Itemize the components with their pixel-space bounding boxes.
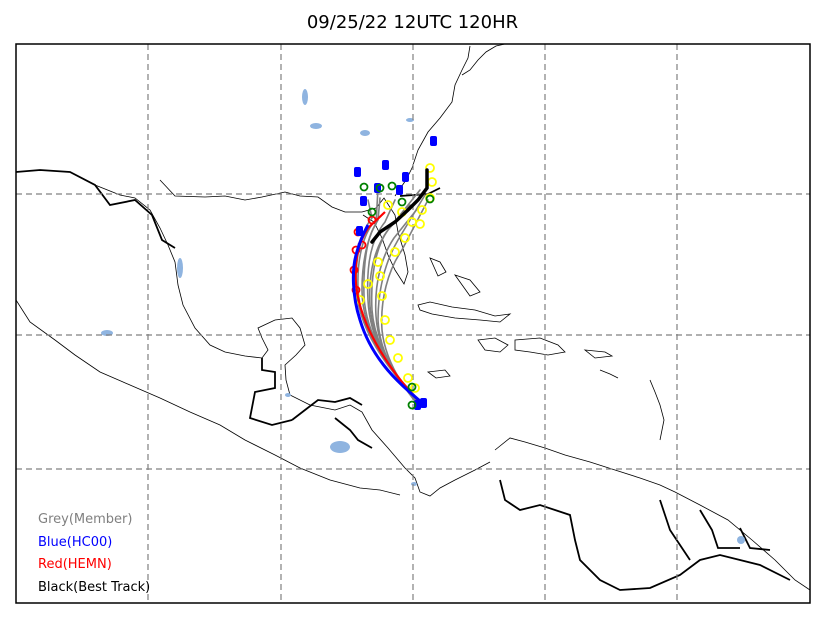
- hc00-markers: [354, 136, 437, 410]
- best-track: [370, 168, 429, 244]
- hc00-track: [351, 224, 426, 407]
- legend-member: Grey(Member): [38, 512, 133, 527]
- coastlines: [16, 44, 810, 591]
- green-markers: [359, 181, 435, 410]
- lakes: [101, 89, 745, 544]
- gridlines: [16, 44, 810, 603]
- chart-title: 09/25/22 12UTC 120HR: [306, 12, 519, 33]
- map-frame: [15, 43, 811, 604]
- legend-best-track: Black(Best Track): [38, 580, 151, 595]
- legend-hemn: Red(HEMN): [38, 557, 112, 572]
- legend-hc00: Blue(HC00): [38, 535, 113, 550]
- country-borders: [16, 169, 791, 591]
